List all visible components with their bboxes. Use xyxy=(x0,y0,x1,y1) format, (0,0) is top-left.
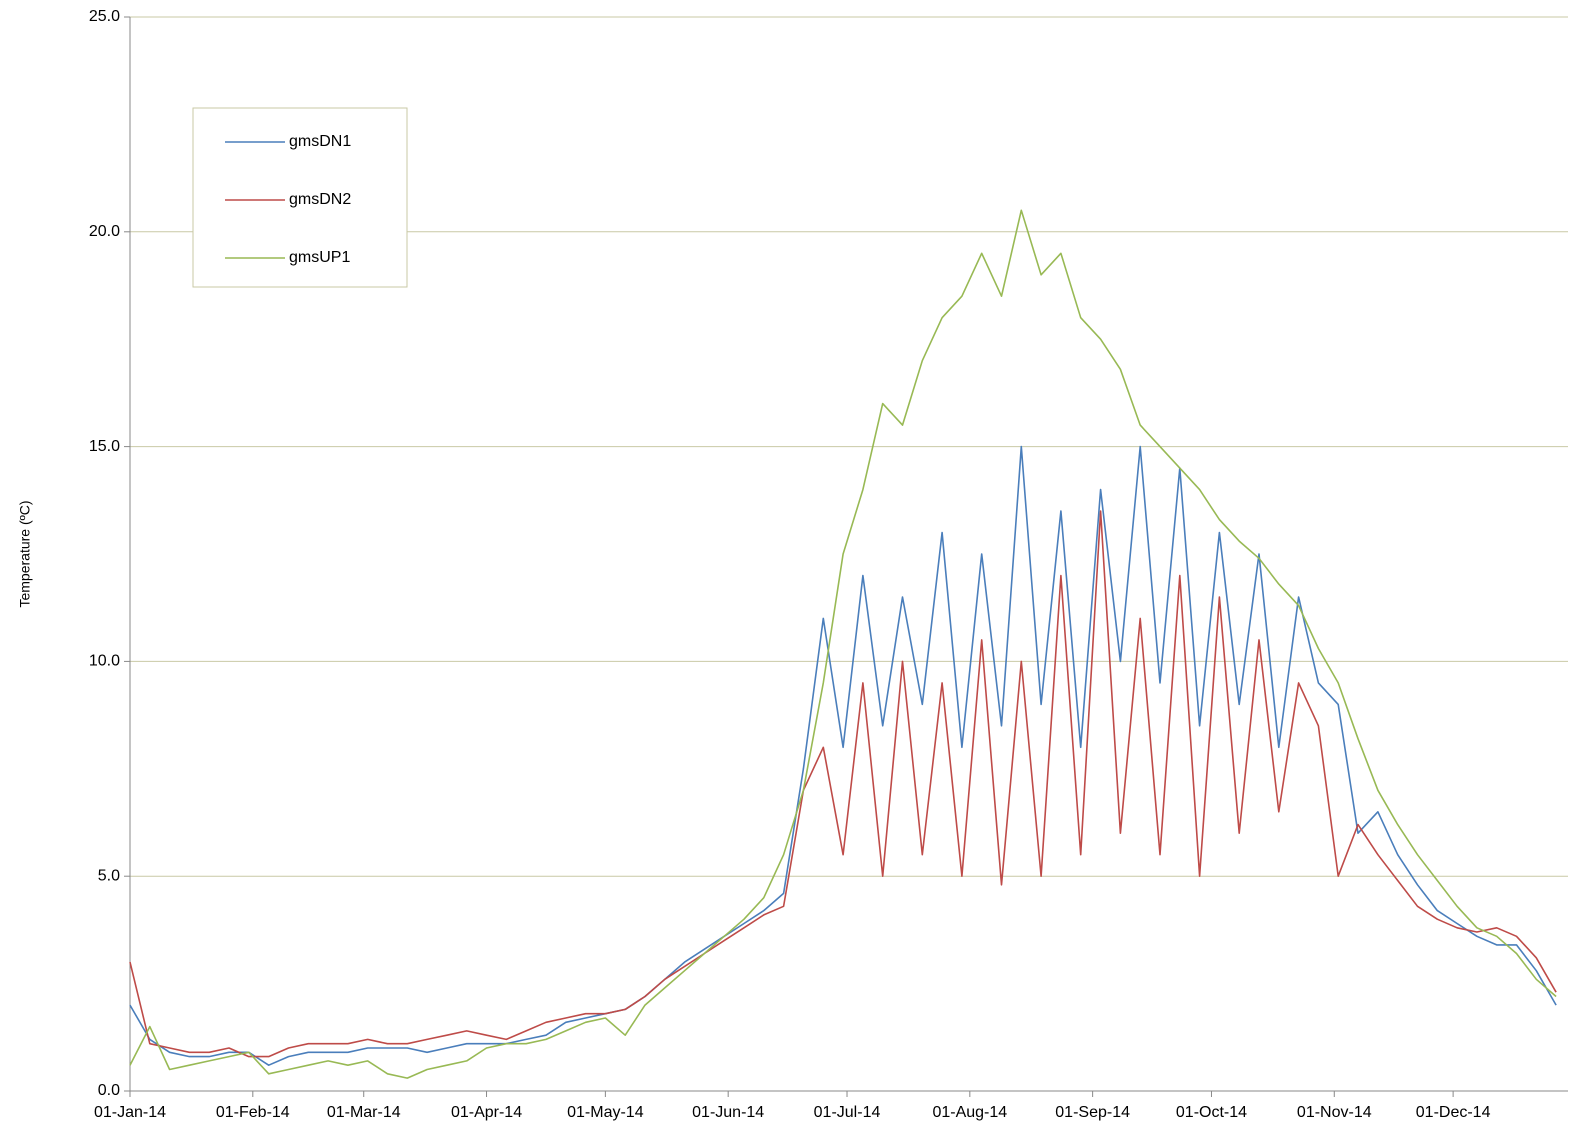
x-tick-label: 01-Sep-14 xyxy=(1055,1104,1130,1121)
x-tick-label: 01-Feb-14 xyxy=(216,1104,290,1121)
series-line xyxy=(129,445,1557,1066)
x-tick-label: 01-Jun-14 xyxy=(692,1104,764,1121)
y-tick-label: 25.0 xyxy=(89,8,120,25)
x-tick-label: 01-Mar-14 xyxy=(327,1104,401,1121)
x-tick-label: 01-Jan-14 xyxy=(94,1104,166,1121)
x-tick-label: 01-Apr-14 xyxy=(451,1104,522,1121)
y-tick-label: 15.0 xyxy=(89,438,120,455)
series-line xyxy=(129,510,1557,1058)
x-tick-label: 01-May-14 xyxy=(567,1104,644,1121)
x-tick-label: 01-Jul-14 xyxy=(814,1104,881,1121)
y-tick-label: 20.0 xyxy=(89,223,120,240)
legend-box xyxy=(192,107,408,288)
legend-label: gmsDN1 xyxy=(289,133,351,150)
y-axis-label: Temperature (ºC) xyxy=(17,500,33,607)
x-tick-label: 01-Aug-14 xyxy=(932,1104,1007,1121)
y-tick-label: 0.0 xyxy=(98,1082,120,1099)
y-tick-label: 5.0 xyxy=(98,867,120,884)
x-tick-label: 01-Oct-14 xyxy=(1176,1104,1247,1121)
x-tick-label: 01-Dec-14 xyxy=(1416,1104,1491,1121)
legend: gmsDN1 gmsDN2 gmsUP1 xyxy=(192,107,408,288)
legend-label: gmsDN2 xyxy=(289,191,351,208)
legend-label: gmsUP1 xyxy=(289,249,350,266)
y-tick-label: 10.0 xyxy=(89,653,120,670)
x-tick-label: 01-Nov-14 xyxy=(1297,1104,1372,1121)
series-line xyxy=(129,209,1557,1079)
